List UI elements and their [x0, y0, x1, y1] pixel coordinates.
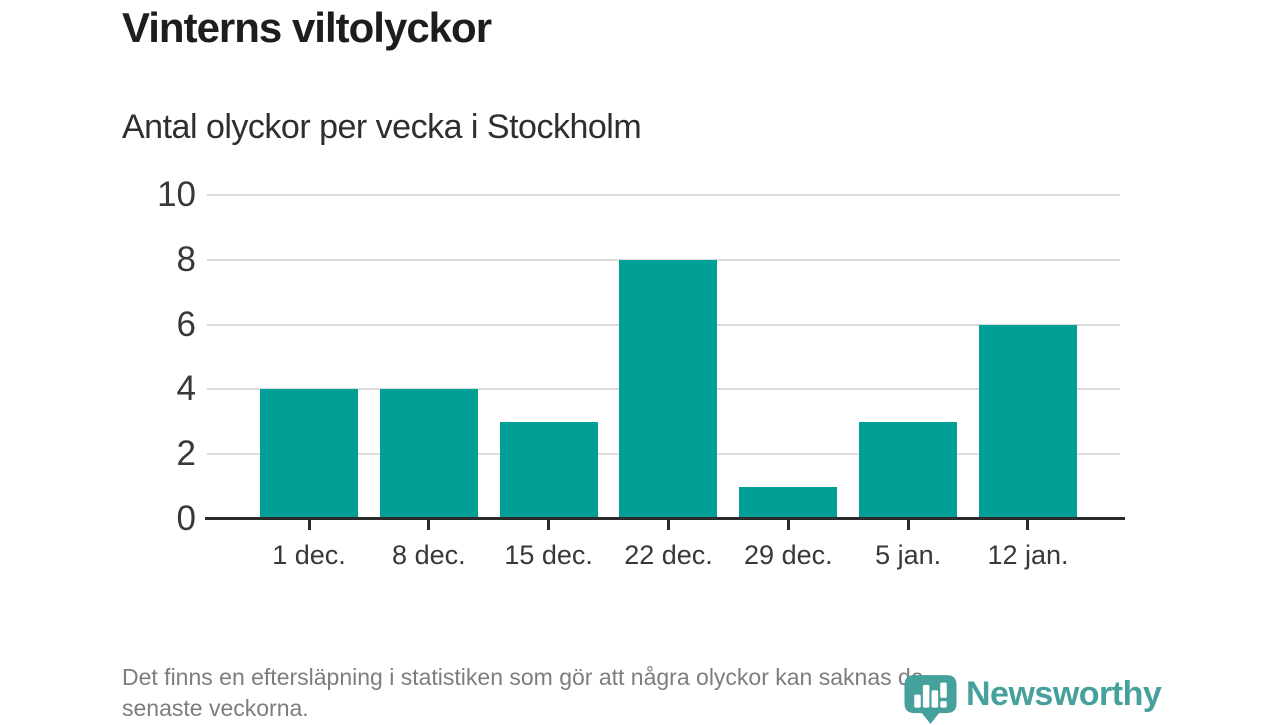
newsworthy-pin-bar-chart-icon [904, 675, 957, 724]
bar [619, 259, 718, 519]
newsworthy-logo: Newsworthy [903, 674, 1162, 725]
x-axis-label: 15 dec. [504, 540, 593, 570]
footer-note: Det finns en eftersläpning i statistiken… [122, 662, 924, 724]
y-axis-label: 2 [176, 434, 196, 474]
x-axis-tick [427, 520, 431, 530]
x-axis-label: 8 dec. [392, 540, 466, 570]
newsworthy-wordmark: Newsworthy [966, 675, 1162, 713]
x-axis-tick [786, 520, 790, 530]
x-axis-label: 29 dec. [744, 540, 833, 570]
x-axis-label: 22 dec. [624, 540, 713, 570]
x-axis-tick [666, 520, 670, 530]
y-axis-label: 10 [157, 175, 196, 214]
x-axis-tick [307, 520, 311, 530]
footer-note-line: senaste veckorna. [122, 695, 309, 721]
chart-title: Vinterns viltolyckor [122, 4, 492, 51]
bar [499, 421, 598, 519]
bar [379, 389, 478, 519]
gridline [207, 194, 1120, 196]
chart-subtitle: Antal olyckor per vecka i Stockholm [122, 108, 642, 146]
bar [978, 324, 1077, 519]
footer-note-line: Det finns en eftersläpning i statistiken… [122, 664, 924, 690]
x-axis-label: 1 dec. [272, 540, 346, 570]
bar [859, 421, 958, 519]
x-axis-tick [547, 520, 551, 530]
x-axis-label: 12 jan. [987, 540, 1069, 570]
y-axis-label: 0 [176, 499, 196, 538]
x-axis-tick [906, 520, 910, 530]
x-axis-label: 5 jan. [875, 540, 942, 570]
bar [739, 486, 838, 519]
y-axis-label: 6 [176, 304, 196, 344]
x-axis-tick [1026, 520, 1030, 530]
bar [260, 389, 358, 519]
x-axis-line [205, 517, 1125, 520]
y-axis-label: 4 [176, 369, 196, 409]
y-axis-label: 8 [176, 239, 196, 279]
